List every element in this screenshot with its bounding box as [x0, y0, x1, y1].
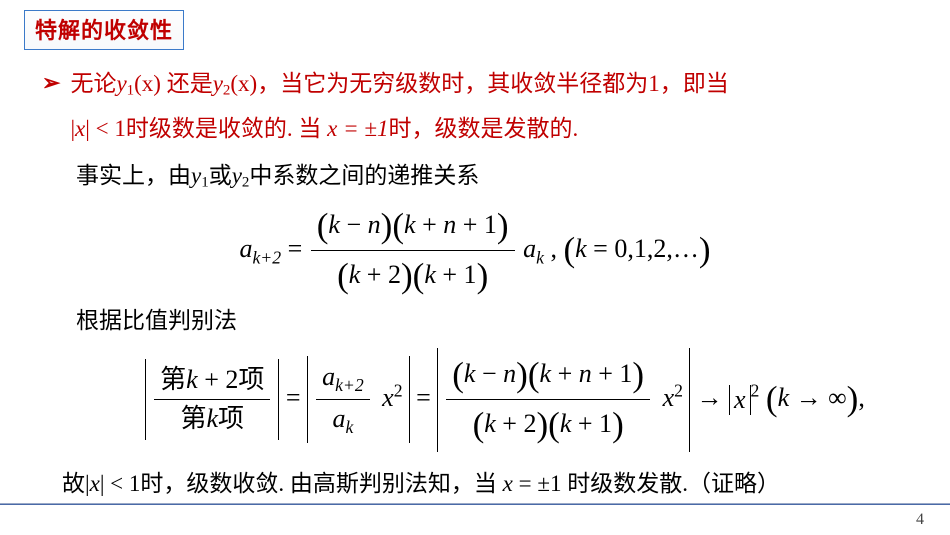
- slide-root: { "title": "特解的收敛性", "para1_a": "无论", "y…: [0, 0, 950, 535]
- t: ，当它为无穷级数时，其收敛半径都为1，即当: [257, 71, 729, 96]
- t: 时，级数是发散的.: [388, 116, 578, 141]
- abs-x: x: [729, 385, 751, 415]
- sq: 2: [751, 380, 760, 400]
- a: a: [239, 234, 252, 263]
- y1s: 1: [127, 83, 134, 99]
- section-title: 特解的收敛性: [35, 18, 173, 43]
- para-4: 故|x| < 1时，级数收敛. 由高斯判别法知，当 x = ±1 时级数发散.（…: [62, 462, 932, 507]
- t: 时级数发散.（证略）: [561, 471, 780, 496]
- section-title-box: 特解的收敛性: [24, 10, 184, 50]
- t: 或: [209, 163, 232, 188]
- t: | < 1时，级数收敛. 由高斯判别法知，当: [100, 471, 503, 496]
- y1bs: 1: [201, 174, 208, 190]
- abs-term-ratio: 第k + 2项 第k项: [145, 359, 279, 440]
- x2: x: [90, 471, 100, 496]
- xp2: (x): [230, 71, 257, 96]
- abs-explicit: (k − n)(k + n + 1) (k + 2)(k + 1) x2: [437, 348, 690, 452]
- xp1: (x): [134, 71, 161, 96]
- eq1: =: [286, 383, 307, 412]
- ak: a: [523, 234, 536, 263]
- arrow: →: [696, 383, 729, 412]
- eq: =: [288, 234, 309, 263]
- aks: k: [536, 247, 544, 267]
- recurrence-equation: ak+2 = (k − n)(k + n + 1) (k + 2)(k + 1)…: [18, 203, 932, 299]
- abs-a-ratio: ak+2 ak x2: [307, 356, 410, 443]
- bullet-1: ➢ 无论y1(x) 还是y2(x)，当它为无穷级数时，其收敛半径都为1，即当 |…: [42, 62, 932, 152]
- recurrence-fraction: (k − n)(k + n + 1) (k + 2)(k + 1): [311, 203, 515, 299]
- bullet-arrow-icon: ➢: [42, 62, 60, 104]
- y2b: y: [232, 163, 242, 188]
- page-number: 4: [916, 511, 924, 529]
- eq4: x = ±1: [503, 471, 562, 496]
- t: | < 1时级数是收敛的. 当: [85, 116, 327, 141]
- t: 故|: [62, 471, 90, 496]
- para-2: 事实上，由y1或y2中系数之间的递推关系: [76, 154, 932, 199]
- para-3: 根据比值判别法: [76, 299, 932, 344]
- t: 事实上，由: [76, 163, 191, 188]
- bullet-1-body: 无论y1(x) 还是y2(x)，当它为无穷级数时，其收敛半径都为1，即当 |x|…: [70, 62, 728, 152]
- y1b: y: [191, 163, 201, 188]
- footer-rule: [0, 503, 950, 505]
- as: k+2: [252, 247, 281, 267]
- t: 无论: [70, 71, 116, 96]
- x: x: [75, 116, 85, 141]
- tail: , (k = 0,1,2,…): [550, 234, 710, 263]
- lim: (k → ∞),: [766, 383, 865, 412]
- eq: x = ±1: [327, 116, 388, 141]
- y1: y: [116, 71, 126, 96]
- eq2: =: [416, 383, 437, 412]
- ratio-equation: 第k + 2项 第k项 = ak+2 ak x2 = (k − n)(k + n…: [78, 348, 932, 452]
- t: 中系数之间的递推关系: [249, 163, 479, 188]
- y2: y: [213, 71, 223, 96]
- t: 还是: [161, 71, 213, 96]
